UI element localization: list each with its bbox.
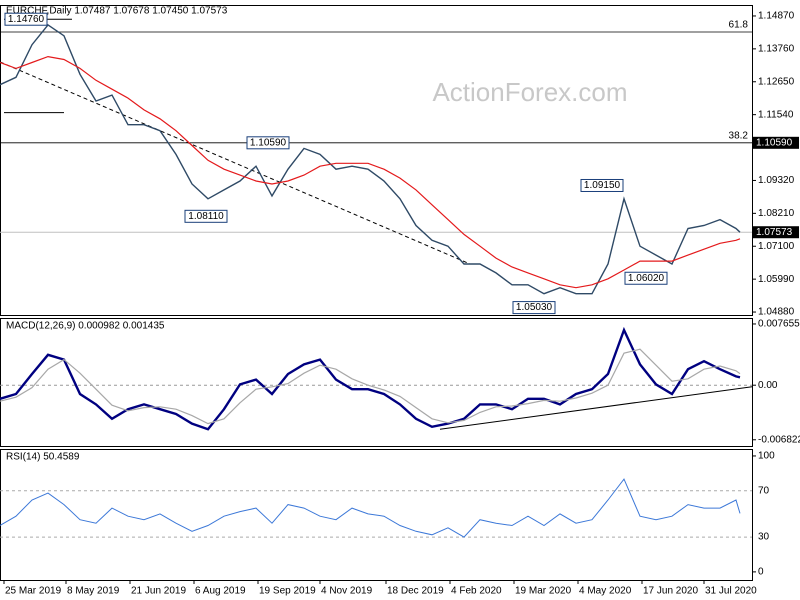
annotation-label: 1.09150 [584,180,621,191]
x-tick-label: 25 Mar 2019 [5,586,62,597]
x-tick-label: 4 Feb 2020 [451,586,502,597]
series-line [0,23,741,295]
y-tick-label: 1.07100 [758,241,795,252]
y-tick-label: 1.04880 [758,307,795,318]
watermark: ActionForex.com [432,77,627,107]
level-label: 70 [758,485,770,496]
x-tick-label: 21 Jun 2019 [131,586,186,597]
y-tick-label: 1.11540 [758,109,794,120]
y-tick-label: 0.00 [758,380,778,391]
y-tick-label: 1.05990 [758,274,795,285]
panel-title: RSI(14) 50.4589 [6,452,80,463]
x-tick-label: 4 Nov 2019 [321,586,373,597]
panel-frame [0,449,753,581]
panel-frame [0,318,753,447]
panel-title: MACD(12,26,9) 0.000982 0.001435 [6,321,165,332]
x-tick-label: 8 May 2019 [67,586,120,597]
y-tick-label: -0.006822 [758,434,800,445]
x-tick-label: 4 May 2020 [579,586,632,597]
price-tag [753,226,799,239]
fib-label: 61.8 [729,20,749,31]
annotation-label: 1.14760 [8,14,45,25]
level-label: 30 [758,532,770,543]
x-tick-label: 19 Sep 2019 [259,586,316,597]
annotation-label: 1.05030 [516,302,553,313]
annotation-label: 1.08110 [188,211,224,222]
annotation-label: 1.10590 [250,137,287,148]
series-line [0,55,741,289]
series-line [0,348,741,425]
y-tick-label: 1.14870 [758,11,795,22]
series-line [0,326,741,431]
y-tick-label: 100 [758,451,775,462]
annotation-box [580,178,624,192]
annotation-box [246,136,290,150]
y-tick-label: 0 [758,567,764,578]
x-tick-label: 31 Jul 2020 [705,586,757,597]
annotation-label: 1.06020 [628,273,665,284]
x-tick-label: 6 Aug 2019 [195,586,246,597]
annotation-box [624,271,668,285]
y-tick-label: 0.007655 [758,319,800,330]
annotation-box [4,12,48,26]
y-tick-label: 1.08210 [758,208,795,219]
y-tick-label: 1.09320 [758,175,795,186]
chart-title: EURCHF,Daily 1.07487 1.07678 1.07450 1.0… [6,6,228,17]
trendline [0,61,471,265]
y-tick-label: 1.12650 [758,76,795,87]
price-tag-label: 1.10590 [756,137,793,148]
panel-frame [0,5,753,316]
series-line [0,478,741,538]
fib-label: 38.2 [729,130,749,141]
trendline [439,386,753,430]
annotation-box [512,301,556,315]
price-tag-label: 1.07573 [756,227,793,238]
x-tick-label: 19 Mar 2020 [515,586,572,597]
y-tick-label: 1.13760 [758,44,795,55]
x-tick-label: 18 Dec 2019 [387,586,444,597]
x-tick-label: 17 Jun 2020 [643,586,698,597]
annotation-box [184,209,228,223]
price-tag [753,136,799,149]
